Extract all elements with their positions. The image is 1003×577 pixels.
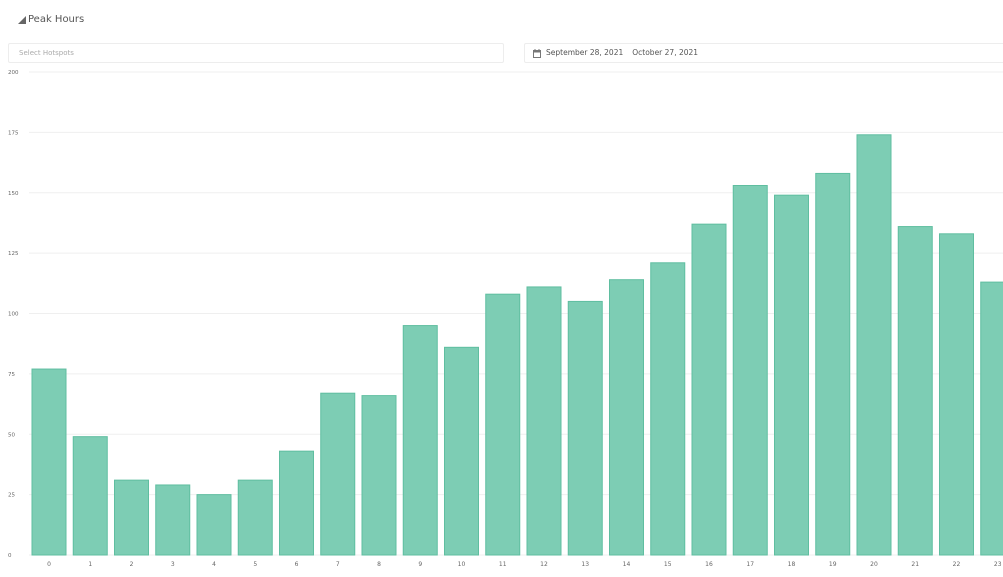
x-tick-label: 5	[253, 561, 257, 568]
bar-hour-16[interactable]	[691, 223, 727, 556]
x-tick-label: 19	[829, 561, 837, 568]
x-tick-label: 20	[870, 561, 878, 568]
x-tick-label: 2	[130, 561, 134, 568]
x-tick-label: 12	[540, 561, 548, 568]
hotspot-select-placeholder: Select Hotspots	[19, 49, 74, 57]
y-tick-label: 125	[8, 251, 19, 257]
calendar-icon	[533, 48, 541, 58]
bar-hour-5[interactable]	[237, 479, 273, 556]
x-tick-label: 1	[88, 561, 92, 568]
bar-hour-2[interactable]	[114, 479, 149, 556]
date-to: October 27, 2021	[632, 48, 699, 57]
x-tick-label: 17	[746, 561, 754, 568]
bar-hour-22[interactable]	[939, 233, 974, 556]
x-tick-label: 3	[171, 561, 175, 568]
x-tick-label: 14	[623, 561, 631, 568]
y-tick-label: 75	[8, 372, 15, 378]
y-tick-label: 0	[8, 553, 12, 559]
date-from: September 28, 2021	[546, 48, 624, 57]
page-title: Peak Hours	[28, 14, 85, 25]
bar-hour-18[interactable]	[774, 194, 809, 556]
date-range-picker[interactable]: September 28, 2021 October 27, 2021	[524, 43, 1003, 63]
chart-icon	[18, 15, 26, 24]
bar-hour-12[interactable]	[526, 286, 562, 556]
bar-hour-0[interactable]	[31, 368, 67, 556]
x-tick-label: 13	[581, 561, 589, 568]
x-tick-label: 16	[705, 561, 713, 568]
x-tick-label: 22	[953, 561, 961, 568]
bar-hour-17[interactable]	[732, 185, 768, 556]
x-axis: 0 1 2 3 4 5 6 7 8 9 10 11 12 13 14 15 16 17 18 19 20 21 22 23	[47, 561, 1002, 568]
y-tick-label: 50	[8, 432, 15, 438]
bar-hour-4[interactable]	[196, 494, 232, 556]
y-tick-label: 150	[8, 191, 19, 197]
x-tick-label: 10	[458, 561, 466, 568]
x-tick-label: 4	[212, 561, 216, 568]
bar-hour-6[interactable]	[279, 450, 314, 556]
bar-hour-23[interactable]	[980, 281, 1003, 556]
y-tick-label: 200	[8, 70, 19, 76]
x-tick-label: 21	[911, 561, 919, 568]
y-tick-label: 100	[8, 312, 19, 318]
chart-header: Peak Hours	[18, 14, 84, 25]
bars	[31, 134, 1003, 556]
bar-hour-11[interactable]	[485, 293, 521, 556]
x-tick-label: 0	[47, 561, 51, 568]
x-tick-label: 18	[788, 561, 796, 568]
x-tick-label: 9	[418, 561, 422, 568]
bar-hour-19[interactable]	[815, 172, 851, 556]
x-tick-label: 7	[336, 561, 340, 568]
bar-hour-14[interactable]	[609, 279, 644, 556]
y-tick-label: 25	[8, 493, 15, 499]
bar-hour-3[interactable]	[155, 484, 191, 556]
hotspot-select[interactable]: Select Hotspots	[8, 43, 504, 63]
bar-hour-15[interactable]	[650, 262, 686, 556]
bar-hour-13[interactable]	[567, 300, 603, 556]
x-tick-label: 15	[664, 561, 672, 568]
bar-hour-1[interactable]	[72, 436, 108, 556]
x-tick-label: 8	[377, 561, 381, 568]
x-tick-label: 6	[295, 561, 299, 568]
bar-hour-9[interactable]	[402, 325, 438, 556]
y-axis: 0 25 50 75 100 125 150 175 200	[8, 70, 19, 559]
x-tick-label: 23	[994, 561, 1002, 568]
bar-hour-20[interactable]	[856, 134, 892, 556]
bar-hour-21[interactable]	[897, 226, 933, 556]
bar-hour-7[interactable]	[320, 392, 356, 556]
x-tick-label: 11	[499, 561, 507, 568]
y-tick-label: 175	[8, 130, 19, 136]
bar-hour-10[interactable]	[444, 346, 479, 556]
bar-hour-8[interactable]	[361, 395, 397, 556]
